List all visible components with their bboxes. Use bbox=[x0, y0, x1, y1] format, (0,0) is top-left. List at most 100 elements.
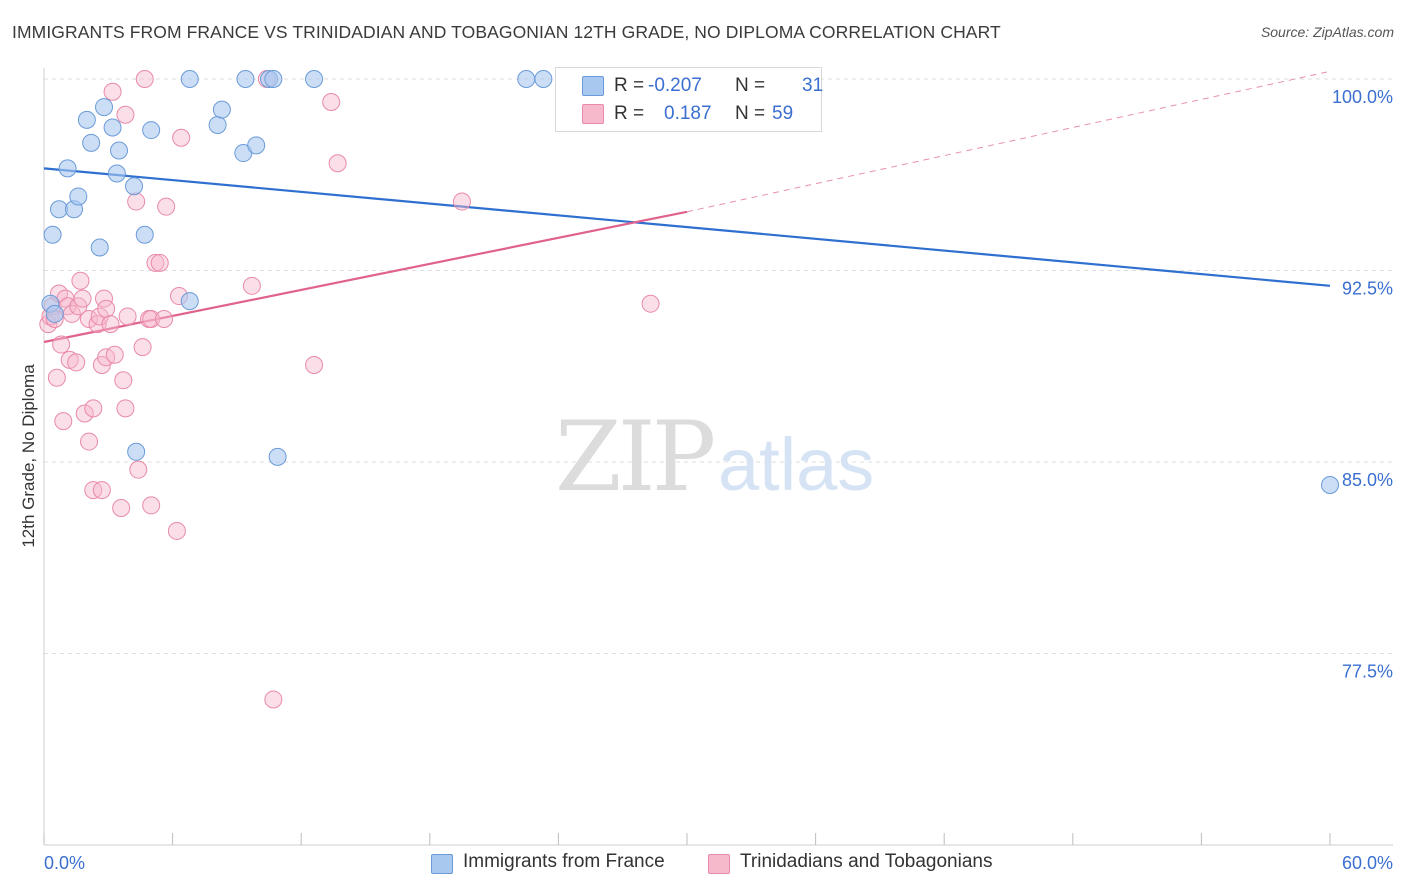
point-france bbox=[1321, 475, 1339, 494]
point-france bbox=[69, 187, 88, 206]
legend-n-value: 31 bbox=[802, 75, 824, 96]
y-tick-labels: 77.5% 85.0% 92.5% 100.0% bbox=[1332, 87, 1393, 682]
point-france bbox=[247, 136, 266, 155]
point-france bbox=[268, 447, 287, 466]
point-france bbox=[50, 200, 69, 219]
point-france bbox=[103, 118, 122, 137]
point-trinidadians bbox=[84, 399, 103, 418]
source-label: Source: ZipAtlas.com bbox=[1260, 24, 1394, 40]
trend-lines bbox=[43, 70, 1331, 344]
point-france bbox=[264, 70, 283, 88]
point-france bbox=[208, 115, 227, 134]
point-trinidadians bbox=[75, 404, 94, 423]
point-trinidadians bbox=[92, 481, 111, 500]
point-trinidadians bbox=[167, 521, 186, 540]
point-france bbox=[127, 442, 146, 461]
y-tick-label: 100.0% bbox=[1332, 87, 1393, 107]
point-trinidadians bbox=[105, 345, 124, 364]
y-tick-label: 85.0% bbox=[1342, 470, 1393, 490]
point-trinidadians bbox=[135, 70, 154, 88]
point-trinidadians bbox=[157, 197, 176, 216]
point-trinidadians bbox=[80, 310, 99, 329]
legend-swatch-blue bbox=[582, 76, 604, 96]
legend-n-value: 59 bbox=[772, 103, 794, 124]
point-trinidadians bbox=[142, 310, 161, 329]
point-trinidadians bbox=[142, 496, 161, 515]
series-trinidadians-points bbox=[39, 70, 714, 709]
point-trinidadians bbox=[103, 82, 122, 101]
point-france bbox=[125, 177, 144, 196]
point-trinidadians bbox=[322, 92, 341, 111]
chart-title: IMMIGRANTS FROM FRANCE VS TRINIDADIAN AN… bbox=[12, 22, 1001, 42]
point-france bbox=[305, 70, 324, 88]
point-trinidadians bbox=[242, 276, 261, 295]
point-france bbox=[180, 70, 199, 88]
point-trinidadians bbox=[641, 294, 660, 313]
point-france bbox=[43, 225, 62, 244]
point-trinidadians bbox=[116, 399, 135, 418]
legend-swatch-pink bbox=[582, 104, 604, 124]
point-trinidadians bbox=[101, 315, 120, 334]
legend-r-label: R = bbox=[614, 103, 645, 124]
point-trinidadians bbox=[150, 253, 169, 272]
bottom-legend-label: Trinidadians and Tobagonians bbox=[740, 851, 993, 872]
point-france bbox=[110, 141, 129, 160]
bottom-legend-swatch-pink bbox=[708, 854, 730, 874]
point-france bbox=[95, 98, 114, 117]
point-france bbox=[77, 110, 96, 129]
y-tick-label: 92.5% bbox=[1342, 279, 1393, 299]
point-trinidadians bbox=[97, 299, 116, 318]
axes bbox=[43, 68, 1393, 846]
point-france bbox=[517, 70, 536, 88]
legend-n-label: N = bbox=[735, 75, 766, 96]
trend-line-france bbox=[43, 167, 1331, 287]
point-trinidadians bbox=[73, 289, 92, 308]
point-trinidadians bbox=[52, 335, 71, 354]
x-tick-label-max: 60.0% bbox=[1342, 853, 1393, 873]
x-tick-label-min: 0.0% bbox=[44, 853, 85, 873]
point-trinidadians bbox=[71, 271, 90, 290]
point-trinidadians bbox=[54, 412, 73, 431]
point-trinidadians bbox=[88, 315, 107, 334]
point-trinidadians bbox=[172, 128, 191, 147]
legend-n-label: N = bbox=[735, 103, 766, 124]
point-trinidadians bbox=[112, 498, 131, 517]
point-france bbox=[82, 133, 101, 152]
legend-r-value: -0.207 bbox=[648, 75, 702, 96]
point-france bbox=[58, 159, 77, 178]
point-france bbox=[142, 121, 161, 140]
point-trinidadians bbox=[116, 105, 135, 124]
point-france bbox=[107, 164, 126, 183]
point-trinidadians bbox=[129, 460, 148, 479]
watermark: ZIP atlas bbox=[555, 401, 874, 513]
watermark-zip: ZIP bbox=[555, 401, 714, 513]
legend-r-label: R = bbox=[614, 75, 645, 96]
point-trinidadians bbox=[264, 690, 283, 709]
trend-line-trinidadians bbox=[43, 210, 688, 344]
point-france bbox=[90, 238, 109, 257]
watermark-atlas: atlas bbox=[718, 423, 874, 506]
point-trinidadians bbox=[133, 338, 152, 357]
point-trinidadians bbox=[146, 253, 165, 272]
point-trinidadians bbox=[118, 307, 137, 326]
legend-r-value: 0.187 bbox=[664, 103, 712, 124]
grid-lines bbox=[44, 78, 1393, 654]
point-france bbox=[135, 225, 154, 244]
point-trinidadians bbox=[452, 192, 471, 211]
point-france bbox=[45, 304, 64, 323]
point-trinidadians bbox=[90, 307, 109, 326]
y-tick-label: 77.5% bbox=[1342, 662, 1393, 682]
point-trinidadians bbox=[305, 355, 324, 374]
point-trinidadians bbox=[80, 432, 99, 451]
point-france bbox=[534, 70, 553, 88]
point-france bbox=[236, 70, 255, 88]
point-trinidadians bbox=[47, 368, 66, 387]
bottom-legend-swatch-blue bbox=[431, 854, 453, 874]
correlation-legend: R = -0.207 N = 31 R = 0.187 N = 59 bbox=[555, 67, 824, 132]
bottom-legend-label: Immigrants from France bbox=[463, 851, 665, 872]
point-trinidadians bbox=[114, 371, 133, 390]
point-trinidadians bbox=[67, 353, 86, 372]
y-axis-label: 12th Grade, No Diploma bbox=[19, 364, 38, 548]
point-trinidadians bbox=[328, 154, 347, 173]
